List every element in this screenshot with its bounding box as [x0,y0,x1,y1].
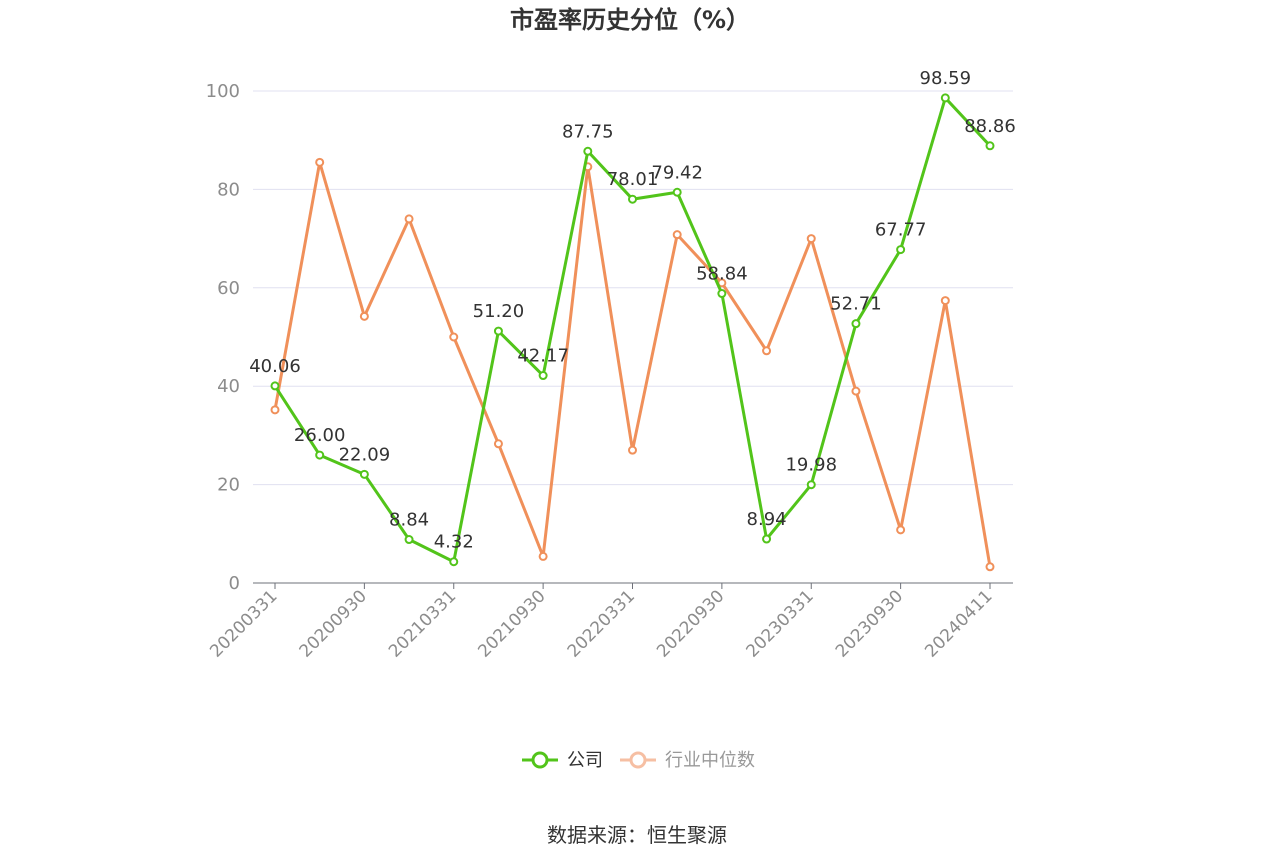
company-data-label: 88.86 [964,116,1016,137]
industry-point [806,234,816,244]
company-data-label: 8.84 [389,510,429,531]
company-data-label: 42.17 [517,346,569,367]
industry-point [628,445,637,455]
industry-point [896,525,906,535]
series-layer [270,93,995,572]
x-tick-label: 20210331 [385,586,460,661]
industry-point [270,405,280,415]
company-data-label: 52.71 [830,294,882,315]
x-tick-label: 20210930 [474,586,549,661]
industry-point [449,332,459,342]
company-point [896,245,906,255]
company-point [493,326,503,336]
x-tick-label: 20220930 [653,586,728,661]
company-data-label: 26.00 [294,425,346,446]
company-data-label: 19.98 [785,455,837,476]
company-data-label: 40.06 [249,356,301,377]
company-data-label: 67.77 [875,220,927,241]
legend-item-industry[interactable]: 行业中位数 [620,750,755,771]
x-tick-label: 20240411 [921,586,996,661]
industry-point [404,214,414,224]
company-point [270,381,280,391]
chart-title: 市盈率历史分位（%） [510,6,750,34]
company-data-label: 4.32 [434,532,474,553]
company-data-label: 22.09 [339,444,391,465]
industry-point [940,296,950,306]
company-point [672,187,682,197]
source-note: 数据来源：恒生聚源 [547,823,727,847]
company-data-label: 58.84 [696,264,748,285]
company-data-label: 78.01 [607,169,659,190]
industry-point [538,551,548,561]
legend-company-icon [531,751,549,769]
y-tick-label: 0 [229,573,240,594]
company-point [717,289,727,299]
company-point [806,480,816,490]
axes: 0 20 40 60 80 100 20200331 20200930 20210331 2021… [206,81,1013,662]
company-point [985,141,995,151]
x-tick-label: 20200930 [296,586,371,661]
grid [253,90,1013,486]
y-tick-label: 100 [206,81,240,102]
x-tick-label: 20230331 [742,586,817,661]
y-tick-label: 20 [217,475,240,496]
company-point [359,469,369,479]
company-point [940,93,950,103]
series-line-company [273,96,992,564]
company-point [762,534,772,544]
legend-item-company[interactable]: 公司 [522,750,603,771]
company-point [449,557,459,567]
legend-industry-label: 行业中位数 [665,750,755,771]
x-tick-label: 20230930 [832,586,907,661]
legend[interactable]: 公司 行业中位数 [522,750,755,771]
industry-point [672,230,682,240]
industry-point [985,562,995,572]
company-point [628,194,637,204]
industry-point [762,346,772,356]
industry-point [315,157,325,167]
company-point [315,450,325,460]
company-data-label: 87.75 [562,121,614,142]
company-point [851,319,861,329]
industry-point [493,439,503,449]
y-tick-label: 80 [217,179,240,200]
company-data-label: 98.59 [920,68,972,89]
legend-company-label: 公司 [567,750,603,771]
company-point [404,535,414,545]
company-point [538,371,548,381]
legend-industry-icon [629,751,647,769]
company-data-label: 8.94 [747,509,787,530]
company-data-label: 79.42 [651,162,703,183]
y-tick-label: 60 [217,278,240,299]
x-tick-label: 20200331 [206,586,281,661]
industry-point [359,311,369,321]
industry-point [851,386,861,396]
y-tick-label: 40 [217,376,240,397]
x-tick-label: 20220331 [564,586,639,661]
company-data-label: 51.20 [473,301,525,322]
company-point [583,146,593,156]
